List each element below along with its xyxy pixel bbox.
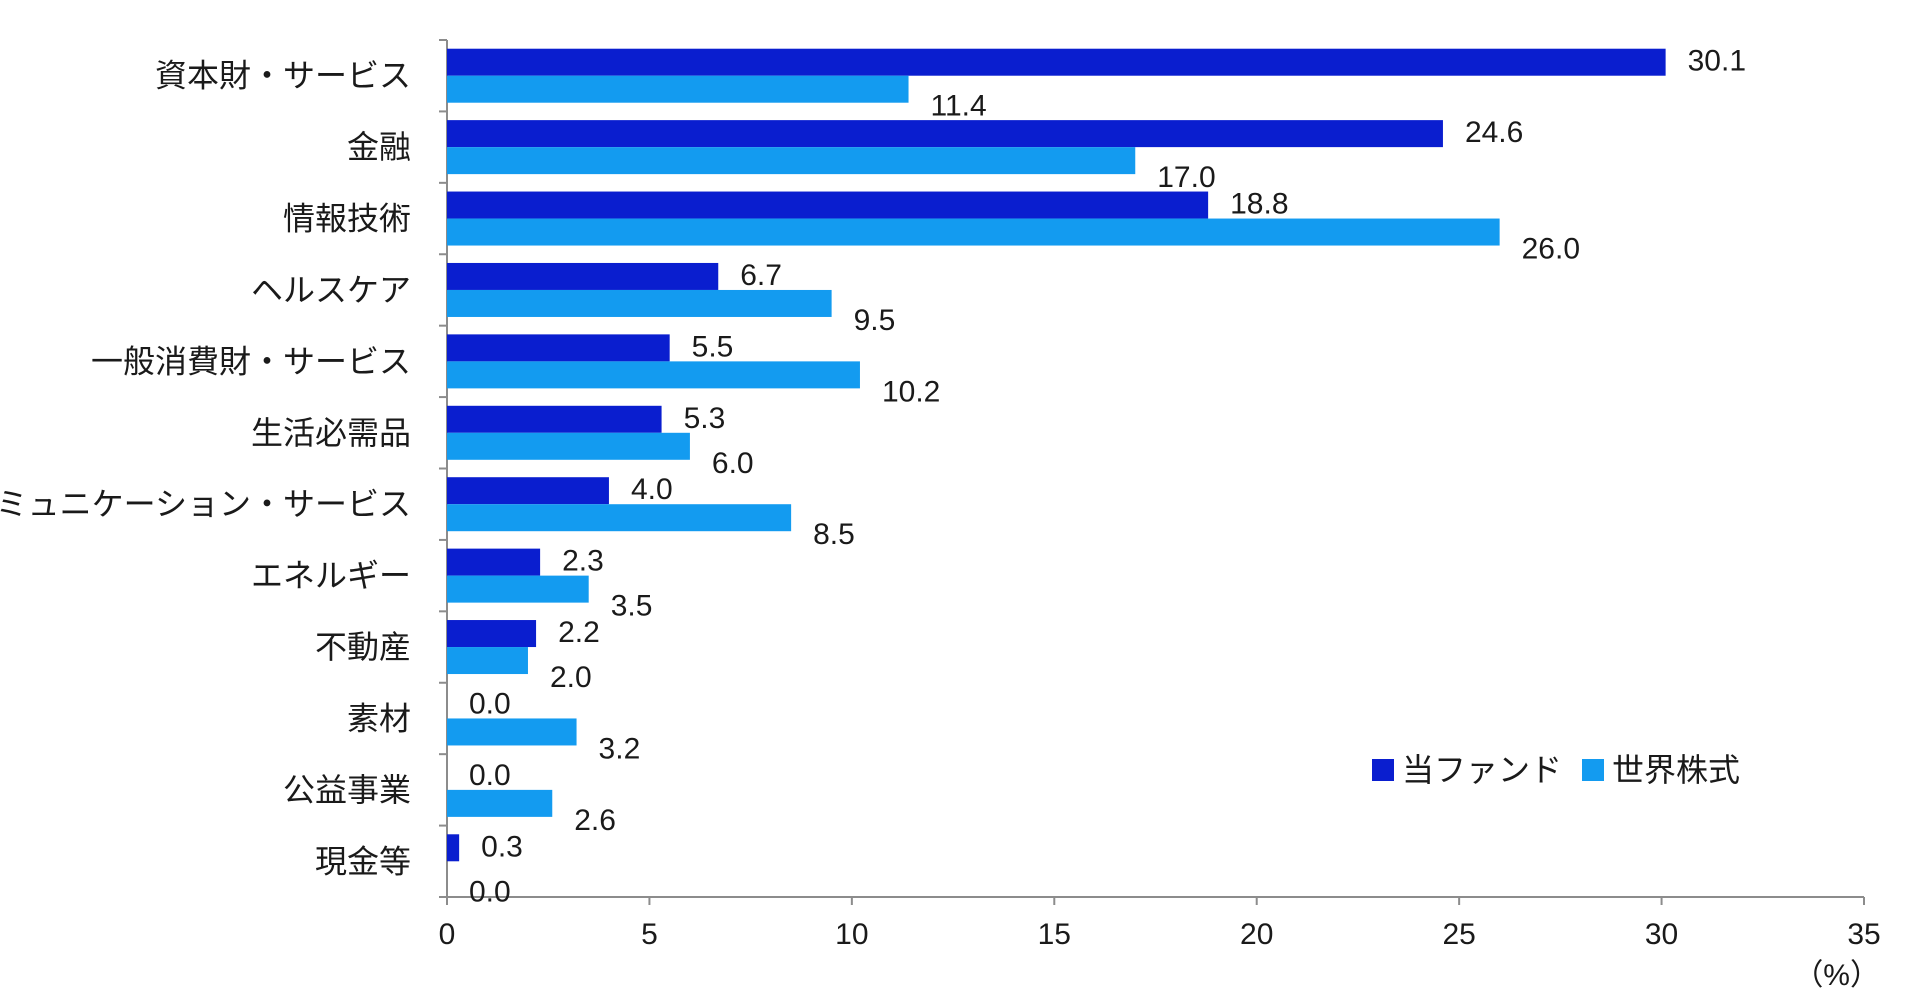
category-label: 情報技術 xyxy=(283,200,411,238)
category-label: エネルギー xyxy=(251,557,411,595)
bar-world-equity xyxy=(447,647,528,675)
data-label: 6.0 xyxy=(712,447,754,480)
category-label: 金融 xyxy=(347,128,411,166)
data-label: 5.3 xyxy=(684,402,726,435)
category-label: 生活必需品 xyxy=(251,414,411,452)
bars xyxy=(447,48,1666,862)
bar-fund xyxy=(447,405,662,433)
bar-world-equity xyxy=(447,789,553,817)
data-label: 2.0 xyxy=(550,661,592,694)
category-label: 現金等 xyxy=(315,842,411,880)
unit-label: （%） xyxy=(1793,959,1880,992)
category-label: コミュニケーション・サービス xyxy=(0,485,411,523)
x-tick-label: 25 xyxy=(1442,918,1475,951)
x-tick-labels: 0 5 10 15 20 25 30 35 xyxy=(439,918,1881,951)
data-label: 0.0 xyxy=(469,687,511,720)
category-label: 不動産 xyxy=(315,628,411,666)
legend-swatch xyxy=(1372,759,1394,781)
data-label: 18.8 xyxy=(1230,188,1288,221)
bar-fund xyxy=(447,477,609,505)
x-tick-label: 35 xyxy=(1847,918,1880,951)
data-label: 0.3 xyxy=(481,830,523,863)
x-tick-label: 30 xyxy=(1645,918,1678,951)
legend: 当ファンド 世界株式 xyxy=(1372,751,1740,789)
category-label: 素材 xyxy=(347,699,411,737)
bar-fund xyxy=(447,834,460,862)
category-label: 公益事業 xyxy=(283,771,411,809)
data-label: 10.2 xyxy=(882,375,940,408)
data-label: 0.0 xyxy=(469,759,511,792)
data-label: 5.5 xyxy=(692,330,734,363)
x-tick-label: 15 xyxy=(1038,918,1071,951)
bar-world-equity xyxy=(447,718,577,746)
x-tick-label: 10 xyxy=(835,918,868,951)
bar-fund xyxy=(447,620,537,648)
bar-world-equity xyxy=(447,147,1136,175)
data-label: 30.1 xyxy=(1688,45,1746,78)
x-tick-label: 0 xyxy=(439,918,456,951)
category-labels: 資本財・サービス金融情報技術ヘルスケア一般消費財・サービス生活必需品コミュニケー… xyxy=(0,57,411,881)
data-label: 2.2 xyxy=(558,616,600,649)
data-label: 3.2 xyxy=(599,732,641,765)
category-label: 資本財・サービス xyxy=(155,57,411,95)
bar-world-equity xyxy=(447,289,832,317)
x-tick-label: 5 xyxy=(641,918,658,951)
bar-world-equity xyxy=(447,75,909,103)
data-label: 17.0 xyxy=(1157,161,1215,194)
bar-fund xyxy=(447,548,541,576)
data-label: 9.5 xyxy=(854,304,896,337)
data-labels: 30.1 11.4 24.6 17.0 18.8 26.0 6.7 9.5 5.5 10.2 5.3… xyxy=(469,45,1746,909)
category-label: ヘルスケア xyxy=(251,271,411,309)
bar-world-equity xyxy=(447,575,589,603)
legend-label: 世界株式 xyxy=(1612,751,1740,789)
data-label: 2.3 xyxy=(562,545,604,578)
bar-fund xyxy=(447,262,719,290)
bar-fund xyxy=(447,334,670,362)
bar-world-equity xyxy=(447,218,1500,246)
bar-world-equity xyxy=(447,504,792,532)
bar-fund xyxy=(447,120,1443,148)
bar-fund xyxy=(447,48,1666,76)
data-label: 4.0 xyxy=(631,473,673,506)
x-tick-label: 20 xyxy=(1240,918,1273,951)
data-label: 3.5 xyxy=(611,590,653,623)
legend-label: 当ファンド xyxy=(1402,751,1562,789)
data-label: 8.5 xyxy=(813,518,855,551)
category-label: 一般消費財・サービス xyxy=(91,342,411,380)
legend-swatch xyxy=(1582,759,1604,781)
bar-world-equity xyxy=(447,361,860,389)
data-label: 26.0 xyxy=(1522,233,1580,266)
data-label: 11.4 xyxy=(931,90,987,123)
bar-fund xyxy=(447,191,1209,219)
bar-world-equity xyxy=(447,432,690,460)
data-label: 0.0 xyxy=(469,875,511,908)
axes xyxy=(439,39,1865,905)
data-label: 2.6 xyxy=(574,804,616,837)
data-label: 24.6 xyxy=(1465,116,1523,149)
data-label: 6.7 xyxy=(740,259,782,292)
